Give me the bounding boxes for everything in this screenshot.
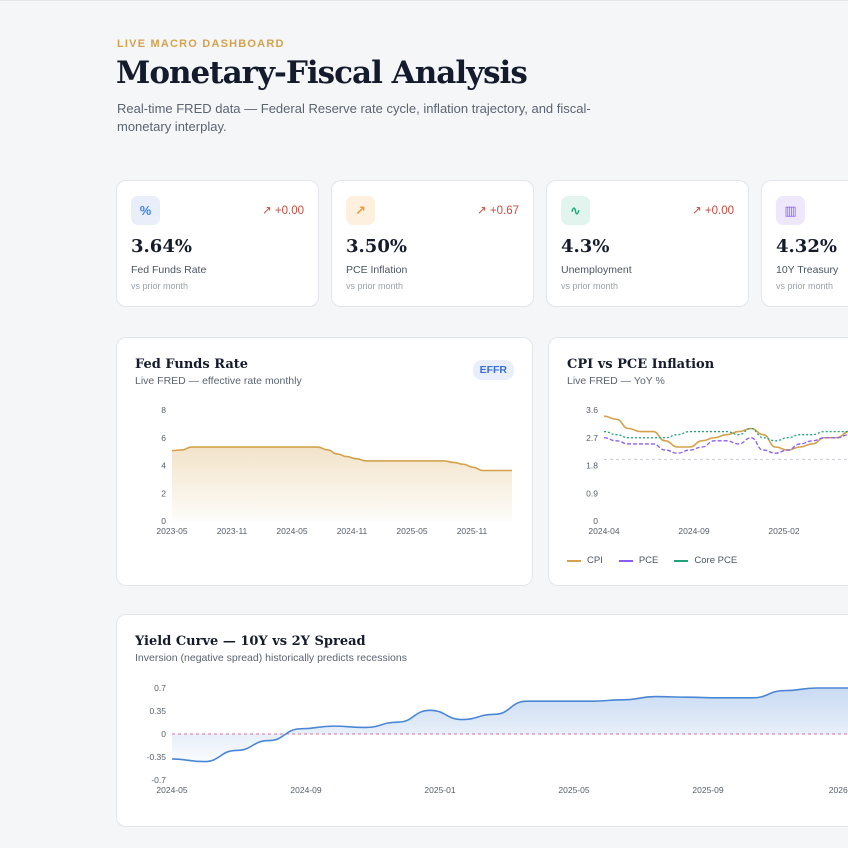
kpi-card-pce[interactable]: ↗ ↗ +0.67 3.50% PCE Inflation vs prior m…: [331, 180, 534, 307]
chart-subtitle: Live FRED — effective rate monthly: [135, 375, 302, 387]
fed-funds-chart-card: Fed Funds Rate Live FRED — effective rat…: [116, 337, 533, 586]
chart-title: Fed Funds Rate: [135, 357, 249, 372]
y-tick-label: 6: [161, 433, 166, 443]
kpi-value: 4.3%: [561, 236, 610, 257]
dashboard-eyebrow: LIVE MACRO DASHBOARD: [117, 38, 285, 50]
kpi-value: 3.64%: [131, 236, 192, 257]
y-tick-label: 0.9: [586, 488, 598, 498]
kpi-label: PCE Inflation: [346, 264, 408, 276]
y-tick-label: 2: [161, 488, 166, 498]
x-tick-label: 2025-11: [457, 526, 488, 536]
x-tick-label: 2024-05: [276, 526, 307, 536]
y-tick-label: 2.7: [586, 433, 598, 443]
chart-title: CPI vs PCE Inflation: [567, 357, 715, 372]
series-line-0: [603, 415, 848, 451]
kpi-sub: vs prior month: [346, 281, 404, 291]
kpi-sub: vs prior month: [131, 281, 189, 291]
kpi-delta: ↗ +0.00: [262, 205, 304, 217]
series-line-0: [171, 687, 848, 763]
page-title: Monetary-Fiscal Analysis: [116, 55, 528, 91]
chart-title: Yield Curve — 10Y vs 2Y Spread: [135, 634, 366, 649]
y-tick-label: 1.8: [586, 461, 598, 471]
kpi-delta: ↗ +0.00: [692, 205, 734, 217]
kpi-card-fed-funds[interactable]: % ↗ +0.00 3.64% Fed Funds Rate vs prior …: [116, 180, 319, 307]
x-tick-label: 2024-05: [156, 785, 187, 795]
x-tick-label: 2024-11: [337, 526, 368, 536]
series-line-2: [603, 427, 848, 442]
fed-funds-chart: 0 2 4 6 8 2023-05 2023-11 2024-05 2024-11 2025-05…: [156, 405, 512, 536]
x-tick-label: 2025-02: [768, 526, 799, 536]
kpi-label: Fed Funds Rate: [131, 264, 207, 276]
chart-subtitle: Live FRED — YoY %: [567, 375, 665, 387]
kpi-value: 3.50%: [346, 236, 407, 257]
kpi-card-unemployment[interactable]: ∿ ↗ +0.00 4.3% Unemployment vs prior mon…: [546, 180, 749, 307]
yield-curve-chart-card: Yield Curve — 10Y vs 2Y Spread Inversion…: [116, 614, 848, 827]
y-tick-label: 4: [161, 461, 166, 471]
legend-item-core-pce[interactable]: Core PCE: [674, 555, 737, 566]
kpi-sub: vs prior month: [561, 281, 619, 291]
y-tick-label: 0: [161, 729, 166, 739]
y-tick-label: -0.35: [147, 752, 167, 762]
kpi-label: 10Y Treasury: [776, 264, 839, 276]
y-tick-label: 0.35: [149, 706, 166, 716]
y-tick-label: 0.7: [154, 683, 166, 693]
series-area: [172, 688, 848, 762]
y-tick-label: 0: [593, 516, 598, 526]
x-tick-label: 2024-09: [678, 526, 709, 536]
percent-icon: %: [131, 196, 160, 225]
series-line-0: [171, 446, 512, 472]
x-tick-label: 2025-05: [396, 526, 427, 536]
legend-item-cpi[interactable]: CPI: [567, 555, 603, 566]
x-tick-label: 2023-05: [156, 526, 187, 536]
kpi-delta: ↗ +0.67: [477, 205, 519, 217]
page-subtitle: Real-time FRED data — Federal Reserve ra…: [117, 101, 591, 134]
series-area: [172, 447, 512, 521]
kpi-card-10y-treasury[interactable]: ▥ 4.32% 10Y Treasury vs prior month: [761, 180, 848, 307]
x-tick-label: 2024-09: [290, 785, 321, 795]
inflation-chart-card: CPI vs PCE Inflation Live FRED — YoY % 0…: [548, 337, 848, 586]
effr-badge: EFFR: [472, 360, 514, 380]
y-tick-label: -0.7: [151, 775, 166, 785]
y-tick-label: 3.6: [586, 405, 598, 415]
x-tick-label: 2025-09: [692, 785, 723, 795]
y-tick-label: 8: [161, 405, 166, 415]
x-tick-label: 2026-0: [829, 785, 848, 795]
yield-curve-chart: -0.7 -0.35 0 0.35 0.7 2024-05 2024-09 2025-01 20…: [147, 683, 848, 795]
x-tick-label: 2024-04: [588, 526, 619, 536]
legend-item-pce[interactable]: PCE: [618, 555, 658, 566]
y-tick-label: 0: [161, 516, 166, 526]
series-line-1: [603, 434, 848, 454]
x-tick-label: 2023-11: [217, 526, 248, 536]
activity-icon: ∿: [561, 196, 590, 225]
chart-subtitle: Inversion (negative spread) historically…: [135, 652, 407, 664]
kpi-value: 4.32%: [776, 236, 837, 257]
x-tick-label: 2025-05: [558, 785, 589, 795]
bar-chart-icon: ▥: [776, 196, 805, 225]
x-tick-label: 2025-01: [424, 785, 455, 795]
trending-up-icon: ↗: [346, 196, 375, 225]
kpi-label: Unemployment: [561, 264, 632, 276]
kpi-sub: vs prior month: [776, 281, 834, 291]
chart-legend: CPI PCE Core PCE: [567, 555, 737, 566]
